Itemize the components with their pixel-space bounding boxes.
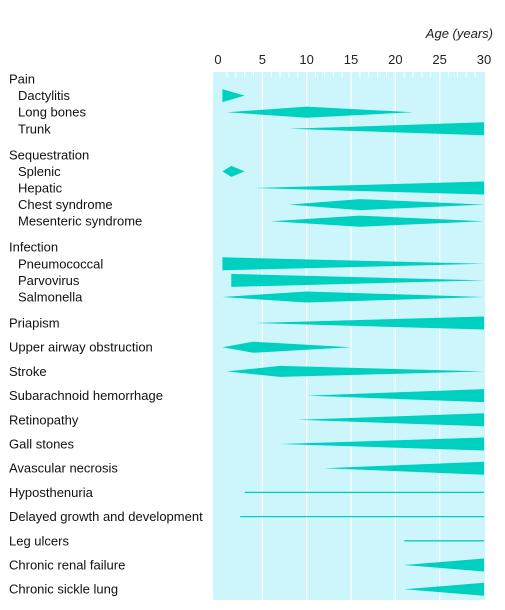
range-mark-salmonella (222, 291, 484, 303)
range-mark-chronic-renal-failure (404, 558, 484, 572)
row-label: Gall stones (9, 437, 75, 452)
x-tick-label: 10 (299, 52, 313, 67)
x-tick-label: 5 (259, 52, 266, 67)
range-mark-trunk (288, 122, 484, 136)
range-mark-dactylitis (222, 89, 245, 103)
range-mark-mesenteric-syndrome (271, 215, 484, 227)
row-label: Delayed growth and development (9, 509, 203, 524)
range-marks (222, 89, 484, 596)
range-mark-subarachnoid-hemorrhage (306, 389, 484, 403)
row-label: Chronic renal failure (9, 558, 125, 573)
row-label: Chest syndrome (18, 197, 113, 212)
row-label: Avascular necrosis (9, 461, 118, 476)
row-label: Dactylitis (18, 88, 71, 103)
range-mark-splenic (222, 165, 245, 177)
x-tick-label: 30 (477, 52, 491, 67)
range-mark-long-bones (226, 106, 414, 118)
row-label: Salmonella (18, 290, 83, 305)
range-mark-hepatic (253, 181, 484, 195)
range-mark-chest-syndrome (288, 199, 484, 211)
row-label: Chronic sickle lung (9, 582, 118, 597)
row-label: Infection (9, 240, 58, 255)
x-tick-labels: 0 5 10 15 20 25 30 (214, 52, 491, 67)
row-label: Splenic (18, 164, 61, 179)
plot-band (213, 72, 485, 600)
x-tick-label: 0 (214, 52, 221, 67)
gridlines (261, 72, 441, 600)
x-tick-label: 15 (344, 52, 358, 67)
x-tick-label: 20 (388, 52, 402, 67)
range-mark-priapism (253, 316, 484, 330)
range-mark-gall-stones (280, 437, 484, 451)
row-label: Upper airway obstruction (9, 340, 153, 355)
row-label: Hepatic (18, 181, 63, 196)
row-label: Hyposthenuria (9, 485, 94, 500)
row-label: Mesenteric syndrome (18, 214, 142, 229)
row-label: Leg ulcers (9, 533, 69, 548)
row-label: Priapism (9, 316, 60, 331)
range-mark-chronic-sickle-lung (404, 582, 484, 596)
row-label: Trunk (18, 121, 51, 136)
row-label: Parvovirus (18, 273, 80, 288)
range-mark-stroke (226, 365, 484, 377)
x-tick-label: 25 (432, 52, 446, 67)
x-axis-title: Age (years) (425, 26, 493, 41)
row-label: Subarachnoid hemorrhage (9, 388, 163, 403)
range-mark-retinopathy (297, 413, 484, 427)
row-label: Long bones (18, 105, 86, 120)
row-label: Stroke (9, 364, 47, 379)
range-mark-upper-airway-obstruction (222, 341, 351, 353)
row-label: Pain (9, 72, 35, 87)
row-label: Sequestration (9, 147, 89, 162)
range-mark-avascular-necrosis (324, 461, 484, 475)
row-label: Pneumococcal (18, 256, 103, 271)
range-mark-pneumococcal (222, 257, 484, 271)
tick-ruler (226, 72, 476, 78)
range-mark-parvovirus (231, 273, 484, 287)
row-label: Retinopathy (9, 412, 79, 427)
